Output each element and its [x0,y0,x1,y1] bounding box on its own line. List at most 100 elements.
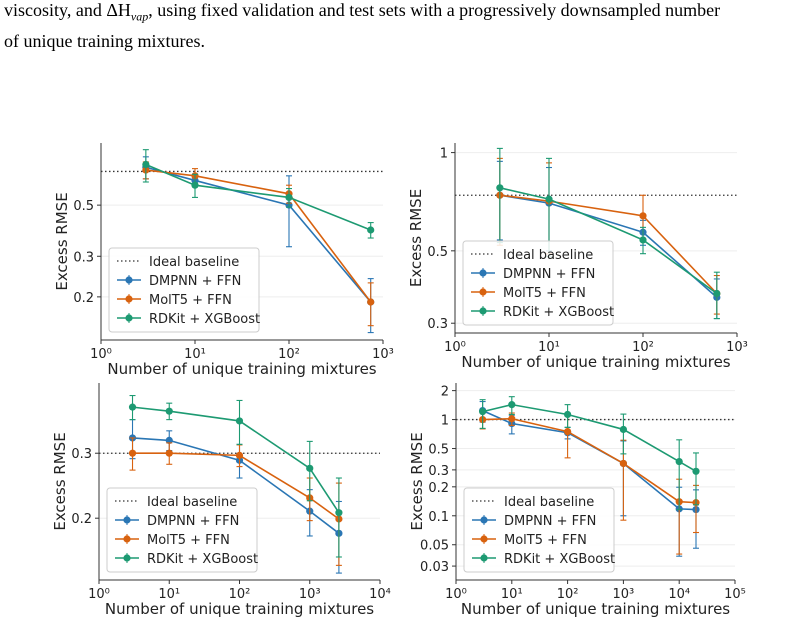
y-axis-label: Excess RMSE [408,432,426,530]
point [142,160,150,169]
x-tick-label: 10³ [372,347,394,362]
x-tick-label: 10² [229,587,251,602]
y-tick-label: 0.05 [420,539,449,554]
y-tick-label: 0.03 [420,560,449,575]
point [165,436,173,445]
point [675,457,683,466]
y-tick-label: 0.2 [428,481,449,496]
series-line [145,163,372,231]
legend-label: MolT5 + FFN [503,286,586,301]
y-tick-label: 0.3 [73,250,94,265]
x-tick-label: 10³ [613,587,635,602]
legend-label: MolT5 + FFN [147,533,230,548]
x-tick-label: 10⁰ [90,347,112,362]
point [128,403,137,411]
legend-marker [123,535,131,543]
y-tick-label: 1 [440,147,448,162]
x-tick-label: 10⁰ [445,587,467,602]
legend-label: DMPNN + FFN [149,274,241,289]
legend-label: Ideal baseline [149,255,239,270]
point [496,184,504,192]
x-axis-label: Number of unique training mixtures [105,600,374,618]
series-line [499,194,718,298]
legend-box [463,487,615,573]
point [128,449,137,457]
error-bar [676,439,683,511]
y-axis-label: Excess RMSE [53,192,71,290]
legend-box [106,487,258,573]
point [367,226,375,234]
point [367,298,375,306]
point [692,467,700,475]
legend-marker [479,307,487,315]
legend-label: DMPNN + FFN [503,267,595,282]
y-tick-label: 1 [441,414,449,429]
x-tick-label: 10² [632,340,654,355]
y-tick-label: 2 [441,385,449,400]
y-tick-label: 0.2 [73,291,94,306]
series-line [499,187,718,295]
point [545,195,553,203]
x-tick-label: 10² [557,587,579,602]
y-tick-label: 0.3 [71,447,92,462]
caption-text: , using fixed validation and test sets w… [148,0,721,20]
x-tick-label: 10⁰ [444,340,466,355]
error-bar [620,413,627,455]
x-tick-label: 10³ [299,587,321,602]
point [165,449,173,457]
legend-marker [479,288,487,296]
caption: viscosity, and ΔHvap, using fixed valida… [4,0,804,53]
x-axis-label: Number of unique training mixtures [107,360,376,378]
y-tick-label: 0.3 [427,317,448,332]
legend-label: RDKit + XGBoost [503,305,614,320]
point [619,425,628,434]
x-tick-label: 10² [278,347,300,362]
point [639,236,647,244]
legend-label: MolT5 + FFN [504,533,587,548]
legend-label: MolT5 + FFN [149,293,232,308]
point [285,193,293,202]
x-tick-label: 10¹ [501,587,523,602]
legend-marker [123,516,131,524]
x-tick-label: 10³ [726,340,748,355]
legend-label: Ideal baseline [147,495,237,510]
legend-label: RDKit + XGBoost [149,312,260,327]
y-tick-label: 0.5 [428,443,449,458]
legend-marker [480,516,488,524]
x-tick-label: 10⁵ [724,587,746,602]
point [235,451,244,459]
legend-label: RDKit + XGBoost [504,552,615,567]
series-line [145,166,372,303]
legend-label: DMPNN + FFN [147,514,239,529]
point [508,401,516,409]
y-tick-label: 0.3 [428,464,449,479]
x-tick-label: 10⁴ [369,587,391,602]
point [235,417,244,425]
legend-marker [480,535,488,543]
x-tick-label: 10⁰ [88,587,110,602]
point [564,427,572,436]
series-line [499,194,718,295]
legend-label: DMPNN + FFN [504,514,596,529]
legend-label: Ideal baseline [503,248,593,263]
caption-subscript: vap [130,9,149,24]
x-tick-label: 10¹ [538,340,560,355]
y-tick-label: 0.1 [428,510,449,525]
point [619,459,628,468]
legend-box [108,247,260,333]
legend-box [462,240,614,326]
legend-marker [480,554,488,562]
error-bar [335,477,342,558]
point [508,415,516,423]
x-tick-label: 10⁴ [668,587,690,602]
caption-text: viscosity, and ΔH [4,0,131,20]
point [639,212,647,220]
point [165,407,173,415]
point [713,289,721,298]
point [191,181,199,189]
legend-label: RDKit + XGBoost [147,552,258,567]
